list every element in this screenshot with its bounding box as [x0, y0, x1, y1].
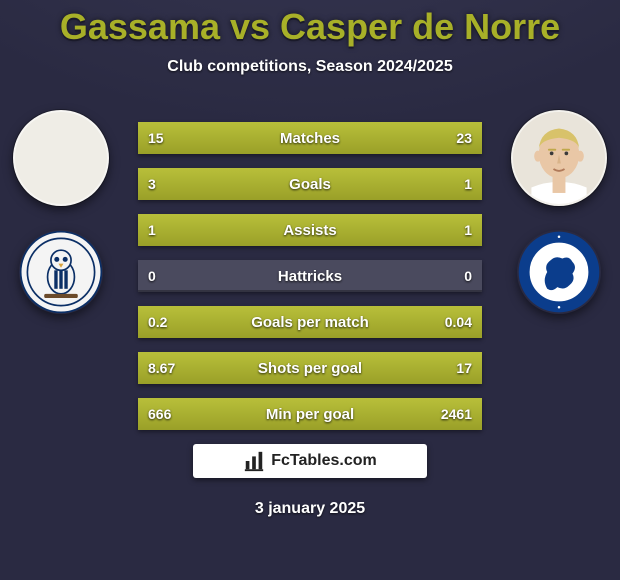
bar-row: 1523Matches [138, 122, 482, 154]
bar-row: 6662461Min per goal [138, 398, 482, 430]
footer-date: 3 january 2025 [0, 500, 620, 518]
bar-row: 0 0Hattricks [138, 260, 482, 292]
bar-value-right: 0 [464, 260, 472, 292]
bar-fill-right [424, 306, 482, 338]
bar-fill-left [138, 168, 396, 200]
sheffield-wednesday-badge-icon [19, 230, 103, 314]
comparison-bars: 1523Matches 31Goals 11Assists 0 0Hattricks 0.… [138, 122, 482, 430]
bar-label: Hattricks [138, 260, 482, 292]
left-club-badge [19, 230, 103, 314]
bar-row: 31Goals [138, 168, 482, 200]
right-player-photo [511, 110, 607, 206]
bar-fill-right [255, 352, 482, 384]
brand-text: FcTables.com [271, 452, 377, 470]
page-title: Gassama vs Casper de Norre [0, 0, 620, 48]
bar-fill-right [272, 122, 482, 154]
bar-fill-left [138, 214, 310, 246]
right-club-badge [517, 230, 601, 314]
bar-fill-left [138, 306, 424, 338]
millwall-badge-icon [517, 230, 601, 314]
bar-fill-right [310, 214, 482, 246]
bar-row: 11Assists [138, 214, 482, 246]
content-root: Gassama vs Casper de Norre Club competit… [0, 0, 620, 76]
player-face-icon [513, 112, 605, 204]
bar-fill-right [210, 398, 482, 430]
bar-row: 8.6717Shots per goal [138, 352, 482, 384]
bar-value-left: 0 [148, 260, 156, 292]
page-subtitle: Club competitions, Season 2024/2025 [0, 58, 620, 76]
bar-chart-icon [243, 450, 265, 472]
left-player-column [6, 110, 116, 314]
bar-fill-left [138, 122, 272, 154]
bar-row: 0.20.04Goals per match [138, 306, 482, 338]
right-player-column [504, 110, 614, 314]
brand-badge: FcTables.com [193, 444, 427, 478]
bar-fill-right [396, 168, 482, 200]
bar-fill-left [138, 398, 210, 430]
left-player-photo [13, 110, 109, 206]
bar-fill-left [138, 352, 255, 384]
